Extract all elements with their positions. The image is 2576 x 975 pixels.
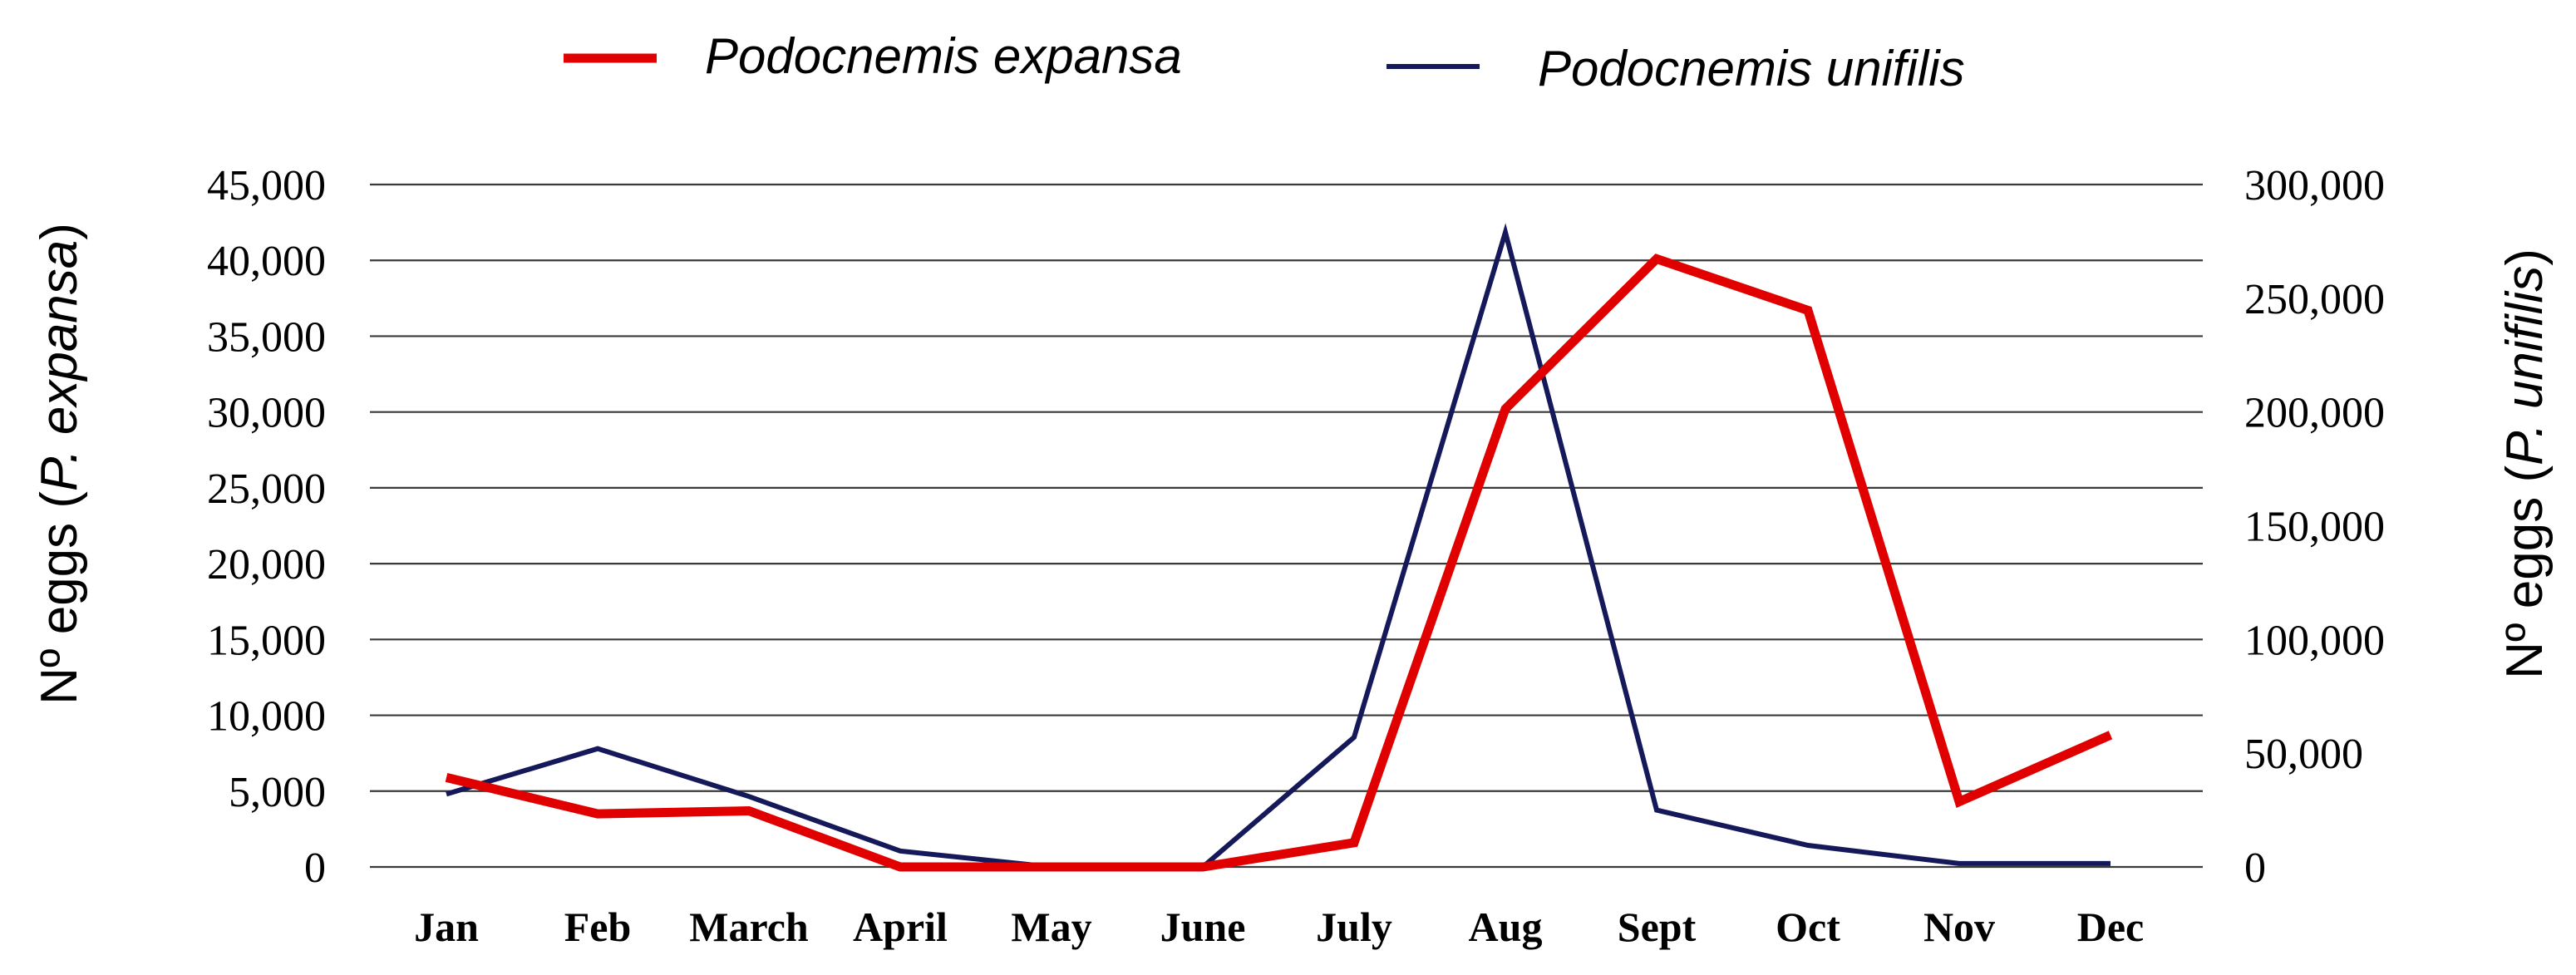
left-tick-label: 25,000 — [207, 465, 326, 513]
x-tick-label: April — [853, 904, 948, 950]
left-tick-label: 10,000 — [207, 693, 326, 741]
right-tick-label: 250,000 — [2244, 276, 2385, 323]
x-tick-label: Aug — [1469, 904, 1543, 950]
x-tick-label: Dec — [2077, 904, 2145, 950]
left-tick-label: 20,000 — [207, 541, 326, 588]
left-tick-label: 45,000 — [207, 162, 326, 209]
x-tick-label: July — [1316, 904, 1392, 950]
legend-label-unifilis: Podocnemis unifilis — [1538, 41, 1965, 96]
right-tick-label: 300,000 — [2244, 162, 2385, 209]
left-tick-label: 40,000 — [207, 238, 326, 285]
series — [445, 223, 2113, 872]
series-line-unifilis — [446, 223, 2111, 869]
left-tick-label: 5,000 — [229, 769, 326, 816]
right-tick-label: 50,000 — [2244, 731, 2363, 778]
left-tick-label: 15,000 — [207, 617, 326, 664]
x-tick-label: March — [689, 904, 809, 950]
x-tick-label: Oct — [1776, 904, 1840, 950]
left-axis-ticks: 0 5,000 10,000 15,000 20,000 25,000 30,000 35,0… — [207, 162, 326, 892]
left-tick-label: 30,000 — [207, 390, 326, 437]
x-tick-label: Jan — [414, 904, 479, 950]
x-tick-label: Sept — [1618, 904, 1697, 950]
left-axis-title: Nº eggs (P. expansa) — [31, 223, 88, 705]
right-axis-title: Nº eggs (P. unifilis) — [2496, 249, 2554, 679]
legend-label-expansa: Podocnemis expansa — [705, 28, 1182, 84]
x-tick-label: Nov — [1923, 904, 1995, 950]
x-tick-label: June — [1160, 904, 1246, 950]
gridlines — [370, 183, 2203, 869]
right-tick-label: 200,000 — [2244, 390, 2385, 437]
x-tick-label: Feb — [564, 904, 632, 950]
left-tick-label: 35,000 — [207, 313, 326, 361]
right-tick-label: 150,000 — [2244, 504, 2385, 551]
right-tick-label: 0 — [2244, 845, 2266, 892]
legend: Podocnemis expansa Podocnemis unifilis — [564, 28, 1965, 96]
series-line-expansa — [445, 254, 2113, 872]
x-axis-ticks: Jan Feb March April May June July Aug Sept Oct Nov… — [414, 904, 2144, 950]
x-tick-label: May — [1011, 904, 1091, 950]
left-tick-label: 0 — [304, 845, 326, 892]
right-axis-ticks: 0 50,000 100,000 150,000 200,000 250,000 300,0… — [2244, 162, 2385, 892]
right-tick-label: 100,000 — [2244, 617, 2385, 664]
